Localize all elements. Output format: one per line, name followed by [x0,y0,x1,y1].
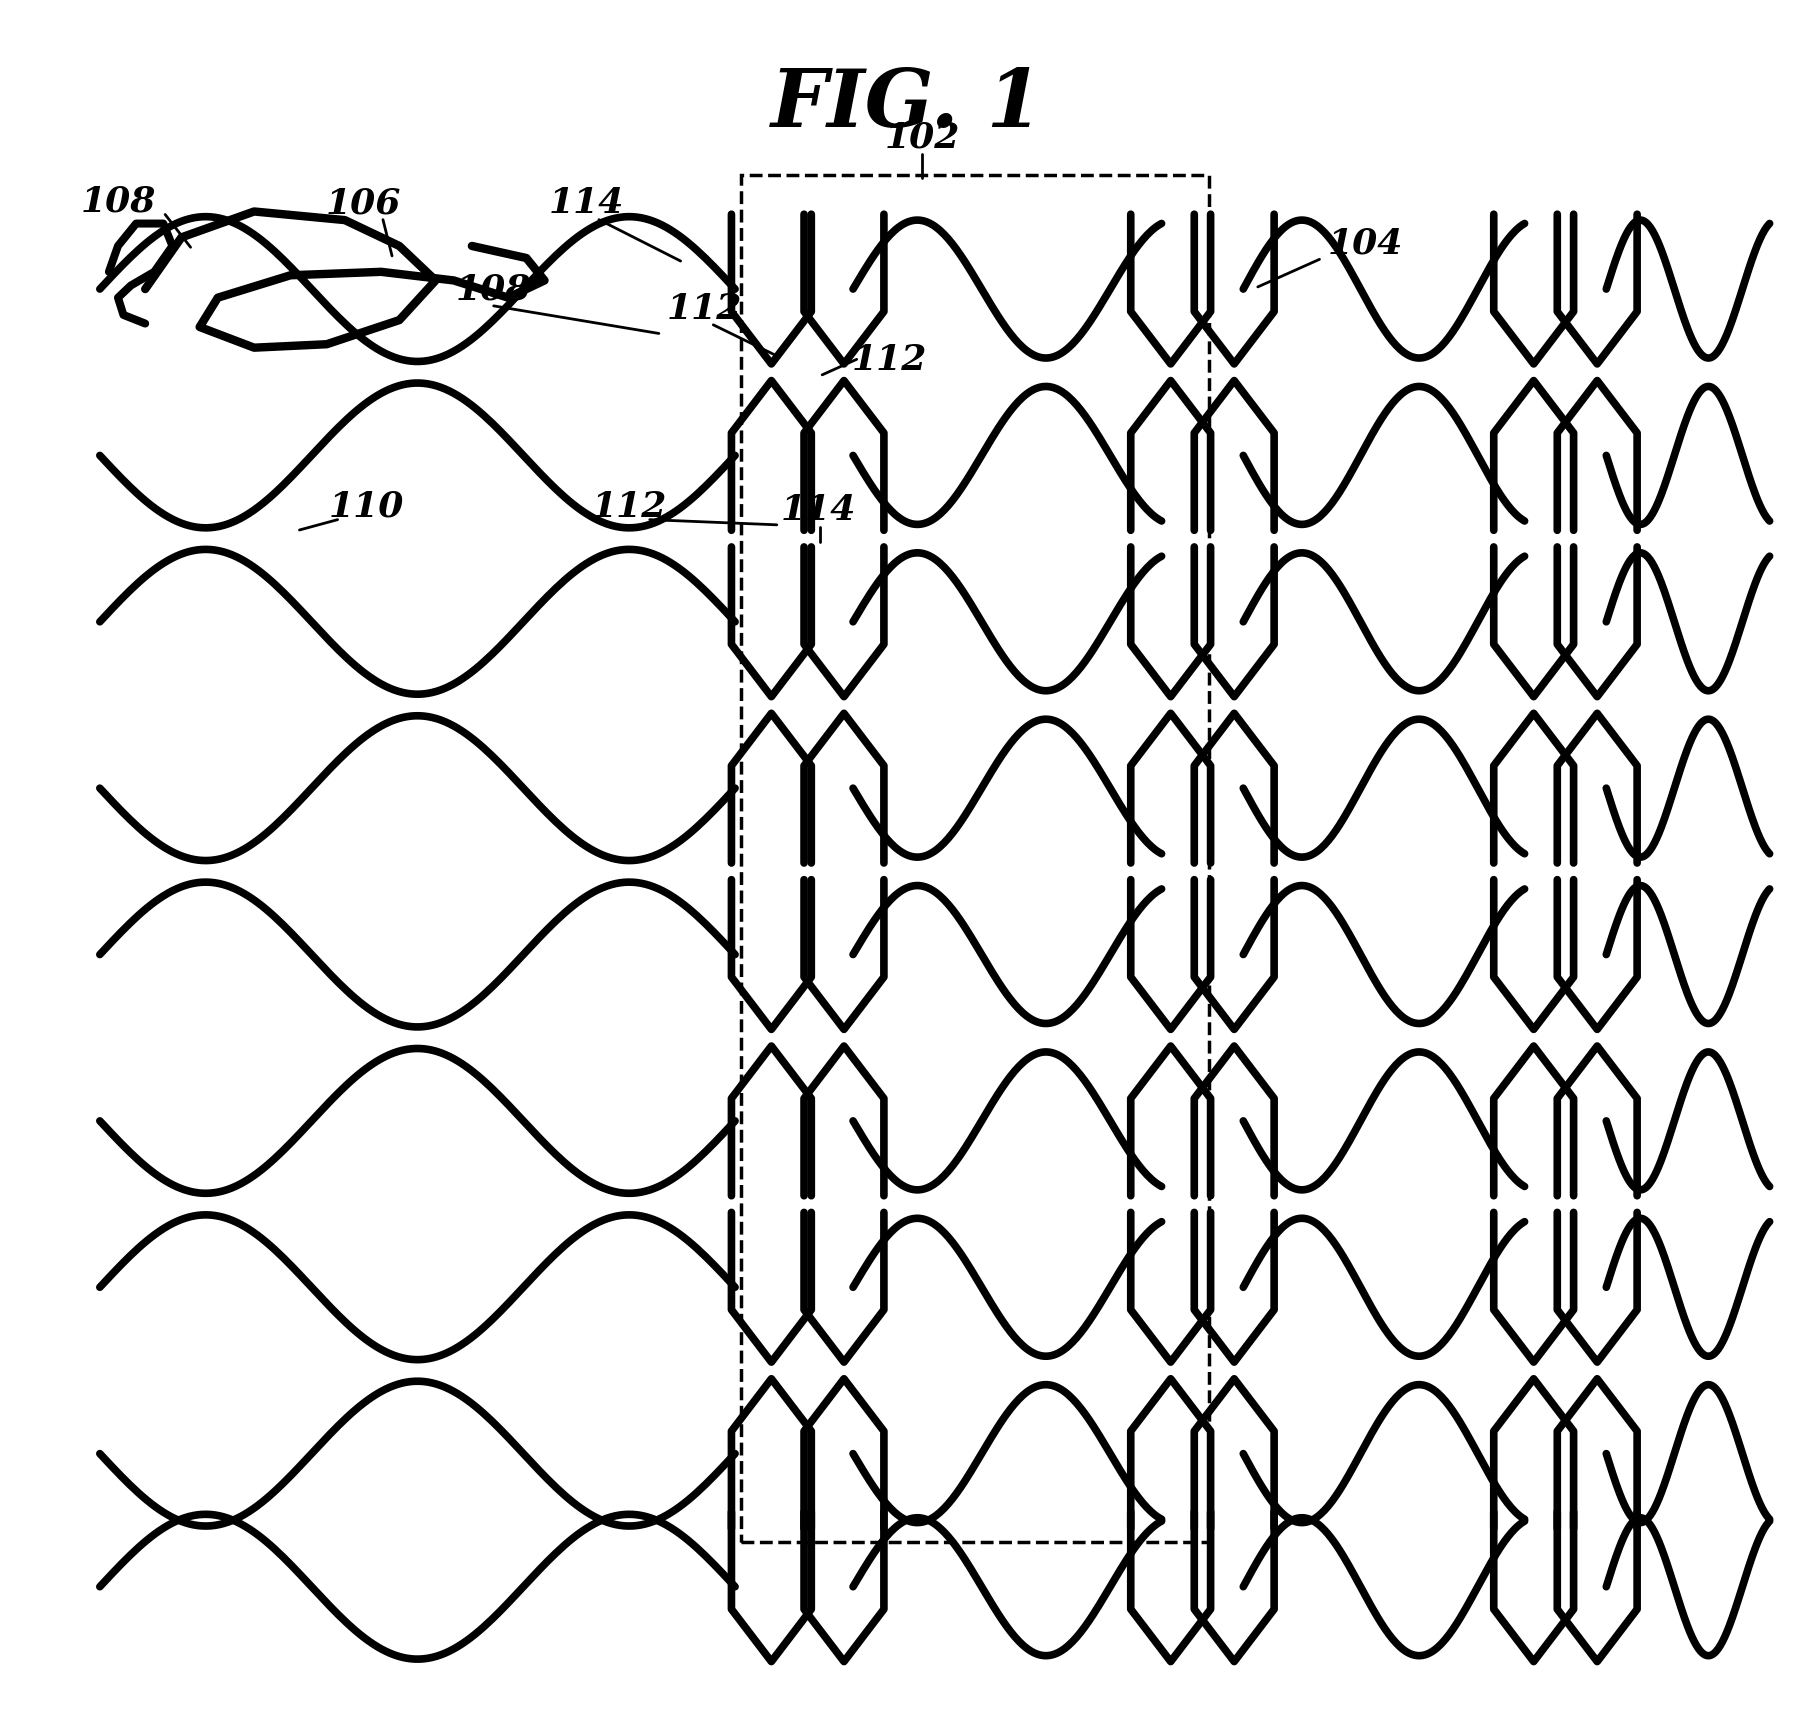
Bar [740,176,1208,1542]
Text: 108: 108 [455,272,532,307]
Text: 114: 114 [780,493,856,527]
Text: 114: 114 [548,186,624,221]
Text: 112: 112 [666,291,742,326]
Text: 110: 110 [328,489,405,524]
Text: 106: 106 [325,186,401,221]
Text: 112: 112 [591,489,668,524]
Text: 112: 112 [851,343,927,377]
Text: 104: 104 [1326,226,1402,260]
Text: 102: 102 [883,121,960,155]
Text: FIG. 1: FIG. 1 [771,65,1043,143]
Text: 108: 108 [80,184,156,219]
